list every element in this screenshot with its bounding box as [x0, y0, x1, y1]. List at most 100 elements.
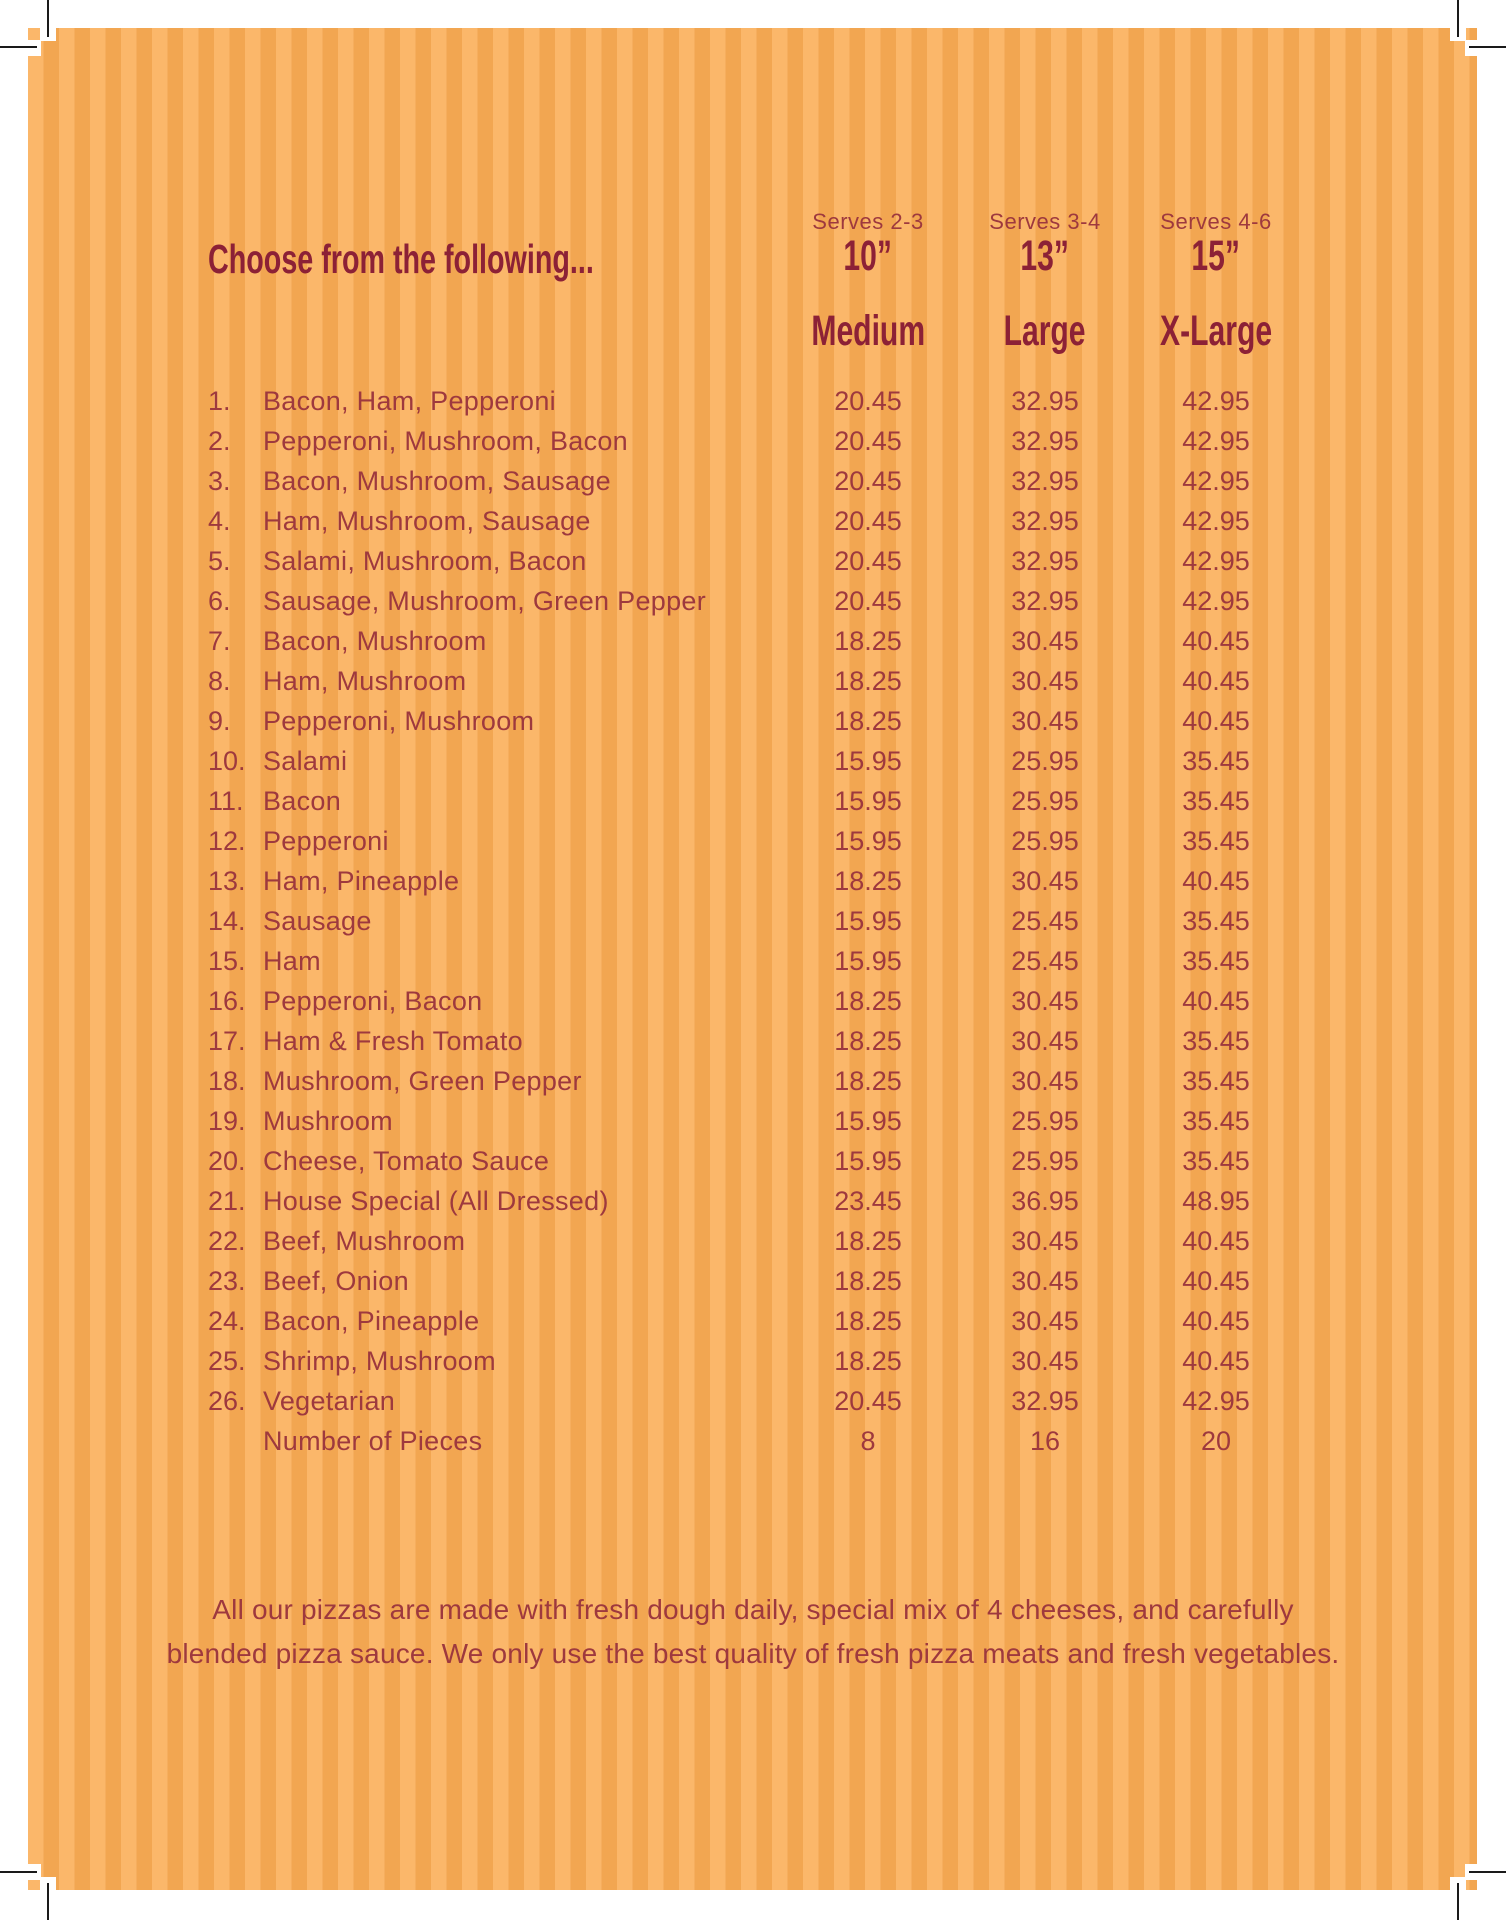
price-medium: 18.25: [834, 626, 902, 656]
item-name: House Special (All Dressed): [263, 1186, 609, 1216]
price-xlarge: 48.95: [1182, 1186, 1250, 1216]
price-xlarge: 40.45: [1182, 866, 1250, 896]
item-name: Pepperoni, Mushroom, Bacon: [263, 426, 628, 456]
price-medium: 15.95: [834, 746, 902, 776]
price-medium: 15.95: [834, 946, 902, 976]
price-xlarge: 40.45: [1182, 1306, 1250, 1336]
price-xlarge: 35.45: [1182, 946, 1250, 976]
item-name: Mushroom, Green Pepper: [263, 1066, 582, 1096]
menu-item-row: 8. Ham, Mushroom 18.25 30.45 40.45: [0, 662, 1506, 702]
item-name: Bacon, Pineapple: [263, 1306, 480, 1336]
price-xlarge: 20: [1200, 1426, 1232, 1456]
price-medium: 20.45: [834, 506, 902, 536]
item-number: 5.: [208, 546, 231, 576]
menu-item-row: 2. Pepperoni, Mushroom, Bacon 20.45 32.9…: [0, 422, 1506, 462]
price-medium: 18.25: [834, 866, 902, 896]
price-large: 25.45: [1011, 946, 1079, 976]
menu-item-row: 11. Bacon 15.95 25.95 35.45: [0, 782, 1506, 822]
menu-item-row: 9. Pepperoni, Mushroom 18.25 30.45 40.45: [0, 702, 1506, 742]
price-large: 25.45: [1011, 906, 1079, 936]
price-medium: 15.95: [834, 826, 902, 856]
price-xlarge: 40.45: [1182, 706, 1250, 736]
item-number: 26.: [208, 1386, 246, 1416]
column-header-text: Large: [1004, 307, 1086, 355]
item-name: Pepperoni, Mushroom: [263, 706, 535, 736]
size-inches-text: 10”: [843, 232, 893, 280]
menu-items-list: 1. Bacon, Ham, Pepperoni 20.45 32.95 42.…: [0, 382, 1506, 1462]
crop-mark-notch: [1465, 40, 1478, 56]
crop-mark: [47, 1883, 49, 1920]
serves-label-text: Serves 3-4: [989, 209, 1101, 234]
serves-label-text: Serves 4-6: [1160, 209, 1272, 234]
menu-item-row: 26. Vegetarian 20.45 32.95 42.95: [0, 1382, 1506, 1422]
menu-item-row: 1. Bacon, Ham, Pepperoni 20.45 32.95 42.…: [0, 382, 1506, 422]
menu-title: Choose from the following...: [208, 236, 594, 282]
menu-item-row: 6. Sausage, Mushroom, Green Pepper 20.45…: [0, 582, 1506, 622]
menu-item-row: 25. Shrimp, Mushroom 18.25 30.45 40.45: [0, 1342, 1506, 1382]
item-name: Bacon, Mushroom, Sausage: [263, 466, 611, 496]
item-name: Pepperoni, Bacon: [263, 986, 483, 1016]
menu-item-row: 3. Bacon, Mushroom, Sausage 20.45 32.95 …: [0, 462, 1506, 502]
item-number: 22.: [208, 1226, 246, 1256]
column-header-text: Medium: [811, 307, 925, 355]
price-medium: 20.45: [834, 546, 902, 576]
price-large: 30.45: [1011, 666, 1079, 696]
price-large: 25.95: [1011, 1146, 1079, 1176]
item-name: Ham: [263, 946, 321, 976]
item-name: Shrimp, Mushroom: [263, 1346, 496, 1376]
price-xlarge: 40.45: [1182, 666, 1250, 696]
price-large: 30.45: [1011, 986, 1079, 1016]
item-number: 9.: [208, 706, 231, 736]
item-number: 4.: [208, 506, 231, 536]
price-medium: 18.25: [834, 1306, 902, 1336]
price-large: 25.95: [1011, 1106, 1079, 1136]
price-medium: 18.25: [834, 1026, 902, 1056]
price-large: 30.45: [1011, 1306, 1079, 1336]
price-medium: 15.95: [834, 786, 902, 816]
item-name: Beef, Onion: [263, 1266, 409, 1296]
price-xlarge: 35.45: [1182, 1146, 1250, 1176]
menu-item-row: 13. Ham, Pineapple 18.25 30.45 40.45: [0, 862, 1506, 902]
price-xlarge: 35.45: [1182, 786, 1250, 816]
item-number: 7.: [208, 626, 231, 656]
serves-label-large: Serves 3-4: [935, 209, 1155, 235]
price-medium: 20.45: [834, 586, 902, 616]
menu-item-row: 23. Beef, Onion 18.25 30.45 40.45: [0, 1262, 1506, 1302]
footer-line-1: All our pizzas are made with fresh dough…: [212, 1594, 1294, 1625]
item-number: 18.: [208, 1066, 246, 1096]
column-header-text: X-Large: [1159, 307, 1273, 355]
price-large: 32.95: [1011, 426, 1079, 456]
price-large: 32.95: [1011, 506, 1079, 536]
size-inches-medium: 10”: [758, 232, 978, 281]
crop-mark: [0, 1871, 37, 1873]
menu-item-row: 24. Bacon, Pineapple 18.25 30.45 40.45: [0, 1302, 1506, 1342]
item-name: Salami: [263, 746, 348, 776]
price-large: 30.45: [1011, 1226, 1079, 1256]
price-xlarge: 42.95: [1182, 466, 1250, 496]
price-medium: 18.25: [834, 666, 902, 696]
serves-label-medium: Serves 2-3: [758, 209, 978, 235]
serves-label-xlarge: Serves 4-6: [1106, 209, 1326, 235]
item-number: 11.: [208, 786, 244, 816]
price-xlarge: 42.95: [1182, 426, 1250, 456]
item-number: 25.: [208, 1346, 246, 1376]
item-name: Bacon, Mushroom: [263, 626, 487, 656]
price-large: 32.95: [1011, 1386, 1079, 1416]
price-large: 25.95: [1011, 826, 1079, 856]
menu-item-row: 16. Pepperoni, Bacon 18.25 30.45 40.45: [0, 982, 1506, 1022]
item-name: Pepperoni: [263, 826, 389, 856]
price-large: 30.45: [1011, 1066, 1079, 1096]
menu-item-row: Number of Pieces 8 16 20: [0, 1422, 1506, 1462]
item-number: 24.: [208, 1306, 246, 1336]
item-number: 13.: [208, 866, 246, 896]
crop-mark: [1457, 0, 1459, 37]
price-large: 16: [1029, 1426, 1061, 1456]
price-xlarge: 40.45: [1182, 1226, 1250, 1256]
price-large: 30.45: [1011, 626, 1079, 656]
price-xlarge: 42.95: [1182, 546, 1250, 576]
item-name: Beef, Mushroom: [263, 1226, 466, 1256]
item-number: 20.: [208, 1146, 246, 1176]
item-number: 6.: [208, 586, 231, 616]
price-large: 30.45: [1011, 706, 1079, 736]
price-medium: 18.25: [834, 1066, 902, 1096]
